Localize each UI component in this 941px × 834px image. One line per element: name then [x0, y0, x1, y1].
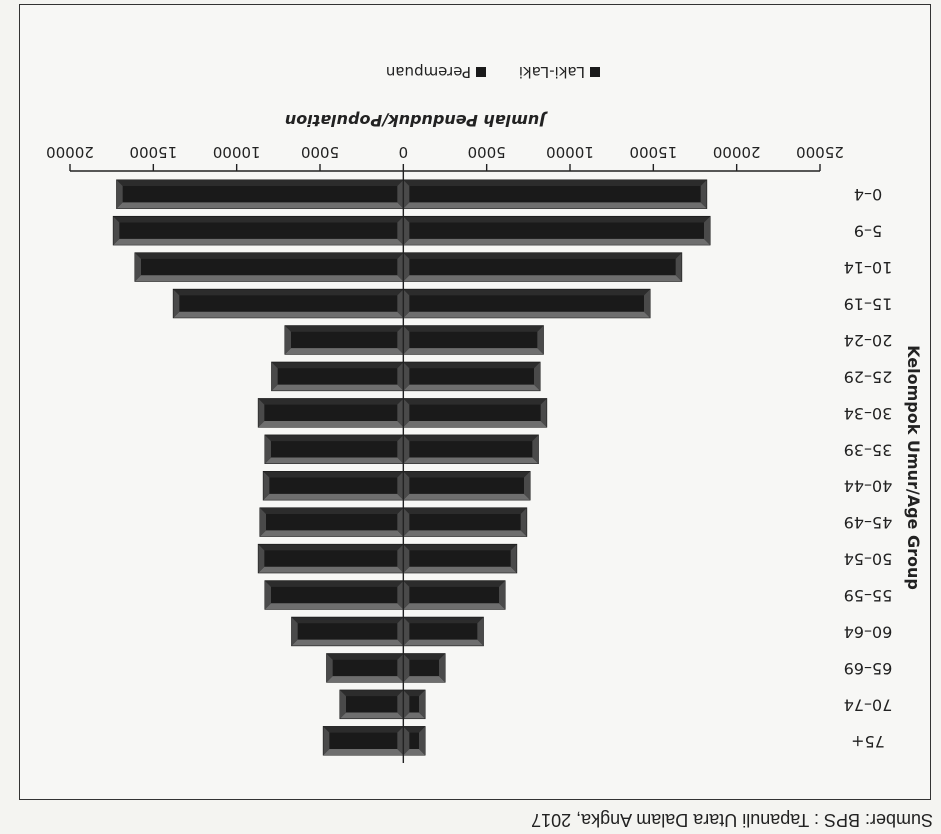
bar-perempuan-4 — [284, 325, 404, 355]
bar-laki-laki-4 — [402, 325, 544, 355]
bar-perempuan-2 — [134, 252, 404, 282]
category-label: 25–29 — [844, 367, 893, 386]
axis-layer: 25000 20000 15000 10000 5000 0 5000 10000 15000 2… — [46, 143, 844, 763]
category-label: 10–14 — [844, 258, 893, 277]
bar-perempuan-11 — [264, 580, 404, 610]
bar-laki-laki-8 — [402, 471, 531, 501]
category-label: 0–4 — [854, 185, 882, 204]
legend-label: Laki-Laki — [519, 63, 585, 81]
bar-perempuan-14 — [339, 689, 404, 720]
bar-laki-laki-1 — [402, 215, 711, 246]
bar-perempuan-9 — [259, 507, 404, 537]
category-label: 75+ — [851, 732, 885, 751]
bar-perempuan-8 — [262, 471, 404, 501]
x-tick-label: 5000 — [468, 143, 506, 161]
source-note: Sumber: BPS : Tapanuli Utara Dalam Angka… — [531, 810, 933, 830]
legend-item-laki-laki: Laki-Laki — [519, 63, 600, 81]
bar-laki-laki-11 — [402, 580, 506, 610]
x-tick-label: 15000 — [629, 143, 677, 161]
category-label: 5–9 — [854, 222, 882, 241]
bar-laki-laki-5 — [402, 361, 541, 392]
legend: Laki-Laki Perempuan — [386, 63, 600, 81]
category-label: 40–44 — [844, 477, 893, 496]
bar-perempuan-12 — [291, 616, 404, 647]
bar-laki-laki-12 — [402, 616, 484, 647]
legend-swatch — [590, 67, 600, 77]
bar-perempuan-7 — [264, 434, 404, 464]
bar-laki-laki-10 — [402, 543, 518, 574]
bar-perempuan-6 — [257, 398, 404, 428]
category-label: 15–19 — [844, 295, 893, 314]
bar-laki-laki-6 — [402, 398, 548, 428]
bar-perempuan-13 — [326, 653, 404, 683]
category-label: 20–24 — [844, 331, 893, 350]
category-label: 35–39 — [844, 440, 893, 459]
x-tick-label: 25000 — [796, 143, 844, 161]
chart-frame: 25000 20000 15000 10000 5000 0 5000 10000 15000 2… — [19, 4, 931, 800]
bar-perempuan-15 — [322, 726, 404, 756]
bars-layer — [112, 179, 711, 756]
bar-laki-laki-15 — [402, 726, 426, 756]
legend-swatch — [476, 67, 486, 77]
legend-label: Perempuan — [386, 63, 471, 81]
bar-perempuan-5 — [271, 361, 404, 392]
x-tick-label: 10000 — [546, 143, 594, 161]
bar-laki-laki-7 — [402, 434, 539, 464]
legend-item-perempuan: Perempuan — [386, 63, 486, 81]
category-label: 55–59 — [844, 586, 893, 605]
category-label: 45–49 — [844, 513, 893, 532]
bar-perempuan-1 — [112, 215, 404, 246]
population-pyramid-chart: 25000 20000 15000 10000 5000 0 5000 10000 15000 2… — [46, 63, 923, 763]
x-tick-label: 5000 — [301, 143, 339, 161]
category-label: 60–64 — [844, 622, 893, 641]
category-label: 65–69 — [844, 659, 893, 678]
category-label: 70–74 — [844, 695, 893, 714]
category-labels: 0–4 5–9 10–14 15–19 20–24 25–29 30–34 35–39 40–4… — [844, 185, 893, 751]
bar-perempuan-0 — [116, 179, 404, 209]
bar-laki-laki-3 — [402, 288, 651, 319]
bar-perempuan-3 — [172, 288, 404, 319]
bar-laki-laki-2 — [402, 252, 683, 282]
y-axis-title: Kelompok Umur/Age Group — [904, 345, 923, 590]
x-tick-label: 0 — [399, 143, 409, 161]
category-label: 30–34 — [844, 404, 893, 423]
bar-laki-laki-0 — [402, 179, 708, 209]
x-tick-label: 20000 — [46, 143, 94, 161]
bar-laki-laki-13 — [402, 653, 446, 683]
x-tick-label: 15000 — [129, 143, 177, 161]
x-axis-title: Jumlah Penduduk/Population — [285, 111, 548, 130]
x-tick-label: 10000 — [213, 143, 261, 161]
x-tick-label: 20000 — [713, 143, 761, 161]
bar-laki-laki-9 — [402, 507, 528, 537]
bar-perempuan-10 — [257, 543, 404, 574]
category-label: 50–54 — [844, 550, 893, 569]
bar-laki-laki-14 — [402, 689, 426, 720]
